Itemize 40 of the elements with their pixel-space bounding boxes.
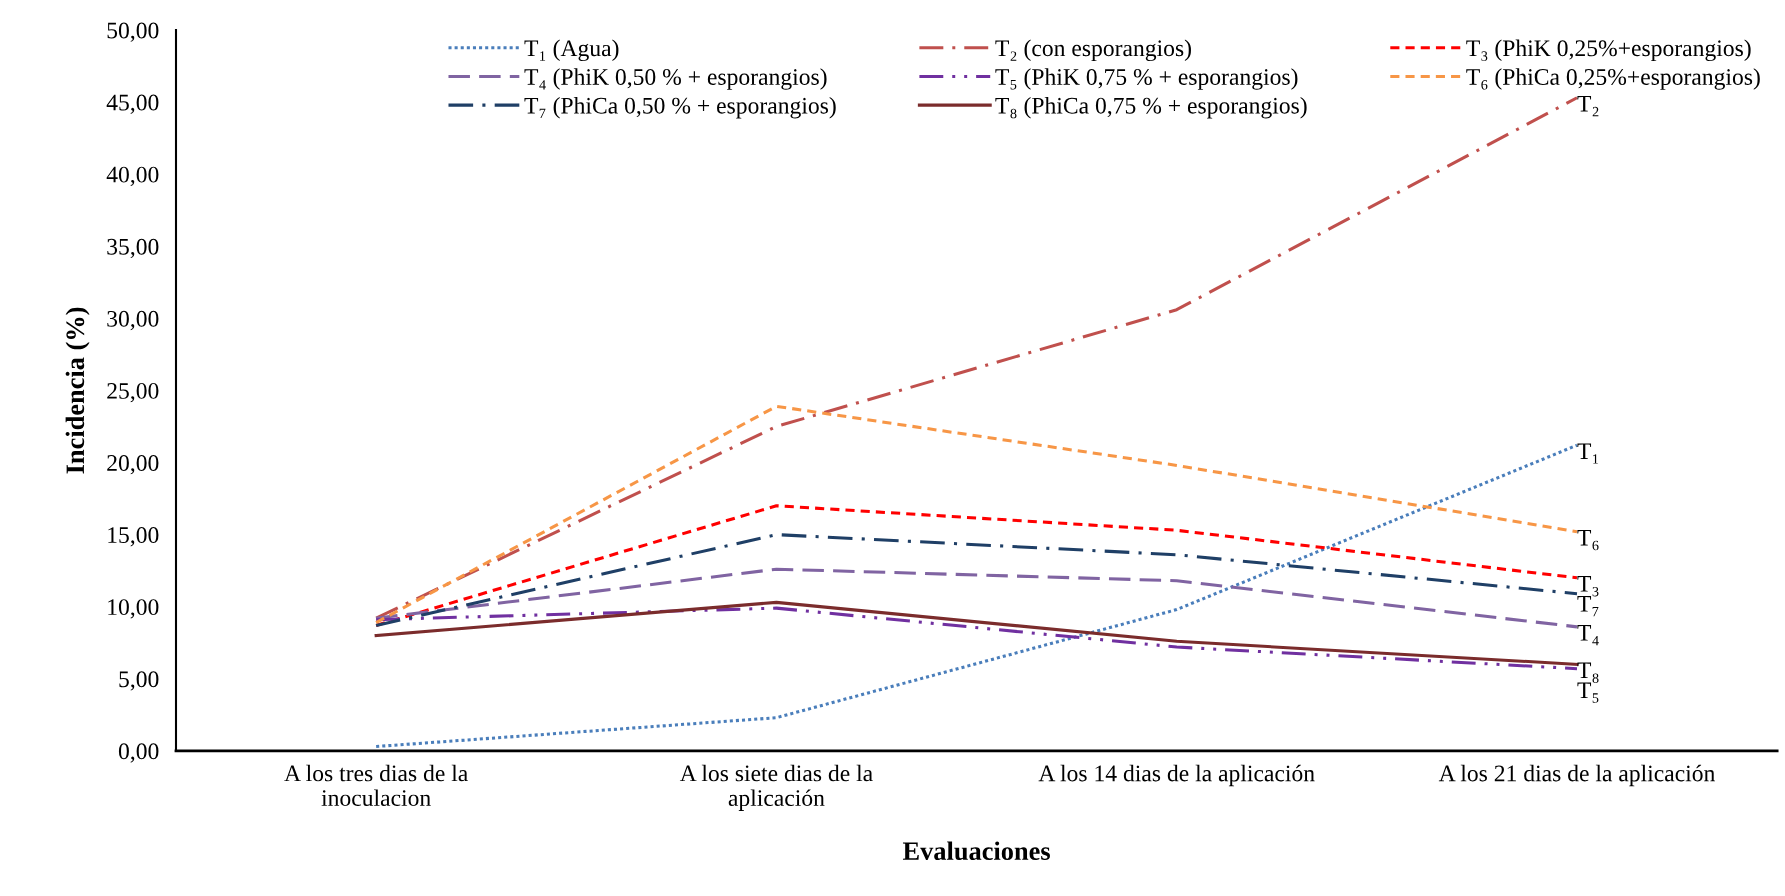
y-tick-label: 40,00 bbox=[106, 166, 159, 186]
x-axis-title: Evaluaciones bbox=[902, 841, 1050, 861]
y-tick-label: 50,00 bbox=[107, 22, 159, 42]
legend-label: T₄ (PhiK 0,50 % + esporangios) bbox=[524, 68, 827, 90]
x-tick-label: A los 14 dias de la aplicación bbox=[1038, 764, 1315, 787]
x-tick-label: A los 21 dias de la aplicación bbox=[1438, 764, 1715, 787]
y-tick-label: 15,00 bbox=[108, 527, 159, 547]
annotation: T₂ bbox=[1577, 95, 1599, 117]
legend-label: T₇ (PhiCa 0,50 % + esporangios) bbox=[524, 97, 836, 119]
line-series bbox=[374, 606, 1579, 671]
annotation: T₈ bbox=[1577, 662, 1599, 683]
x-tick-label: A los siete dias de la aplicación bbox=[679, 764, 873, 811]
legend-label: T₆ (PhiCa 0,25%+esporangios) bbox=[1466, 68, 1760, 90]
line-series bbox=[374, 567, 1579, 629]
annotation: T₃ bbox=[1577, 576, 1599, 597]
line-series bbox=[374, 443, 1579, 749]
annotation: T₇ bbox=[1577, 596, 1599, 617]
y-tick-label: 5,00 bbox=[119, 671, 159, 691]
y-tick-label: 0,00 bbox=[118, 743, 159, 763]
annotation: T₅ bbox=[1577, 682, 1599, 703]
legend-label: T₈ (PhiCa 0,75 % + esporangios) bbox=[995, 97, 1307, 119]
y-tick-label: 10,00 bbox=[108, 599, 159, 619]
x-tick-label: A los tres dias de la inoculacion bbox=[284, 764, 468, 807]
annotation: T₄ bbox=[1577, 625, 1599, 646]
y-axis-title: Incidencia (%) bbox=[65, 307, 90, 474]
legend-label: T₃ (PhiK 0,25%+esporangios) bbox=[1466, 39, 1751, 62]
y-tick-label: 45,00 bbox=[106, 94, 159, 114]
legend-label: T₅ (PhiK 0,75 % + esporangios) bbox=[995, 68, 1298, 90]
line-series bbox=[374, 96, 1579, 620]
y-tick-label: 20,00 bbox=[107, 455, 159, 475]
line-series bbox=[374, 404, 1579, 625]
legend-label: T₁ (Agua) bbox=[524, 39, 619, 62]
annotation: T₁ bbox=[1577, 443, 1599, 464]
y-tick-label: 30,00 bbox=[107, 310, 159, 331]
line-series bbox=[374, 533, 1579, 627]
y-tick-label: 35,00 bbox=[107, 238, 159, 259]
legend-label: T₂ (con esporangios) bbox=[995, 39, 1191, 62]
line-series bbox=[374, 600, 1579, 666]
y-tick-label: 25,00 bbox=[107, 382, 159, 403]
annotation: T₆ bbox=[1577, 529, 1599, 551]
